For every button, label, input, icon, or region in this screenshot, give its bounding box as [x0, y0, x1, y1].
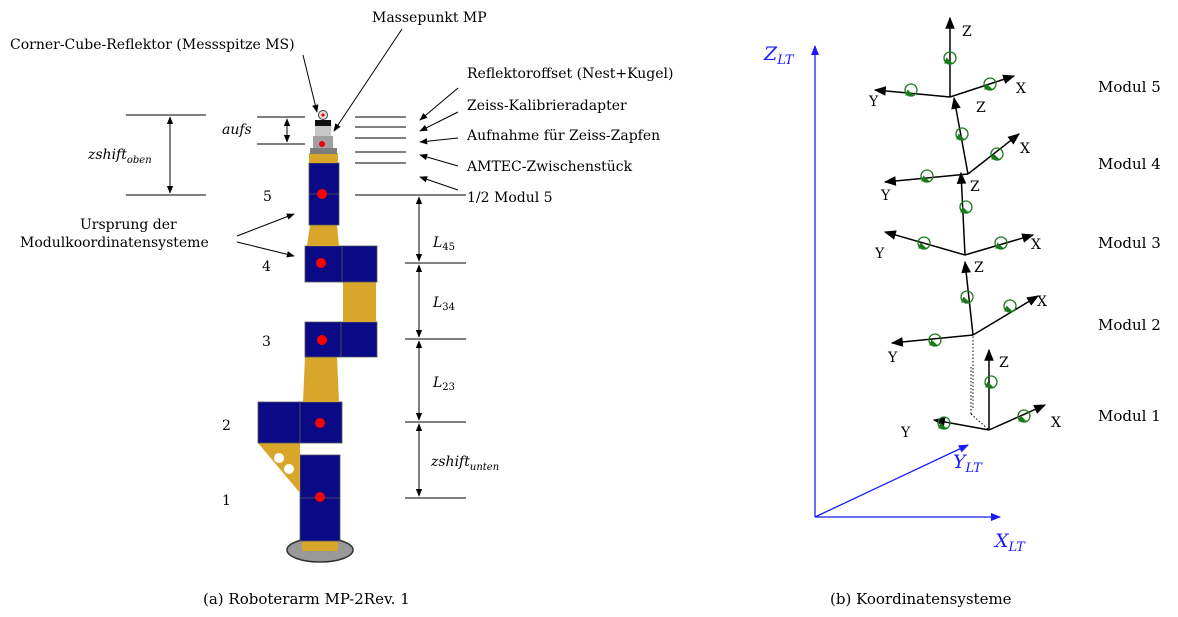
frame2-x: X [1037, 294, 1047, 310]
caption-b: (b) Koordinatensysteme [830, 590, 1012, 608]
connector-4-5 [307, 225, 339, 246]
module-5-origin [317, 189, 327, 199]
dim-l34: L34 [432, 295, 455, 313]
axis-y-lt [814, 444, 969, 518]
modul-label-4: Modul 4 [1098, 155, 1161, 173]
frame2-y: Y [887, 350, 898, 366]
frame3-z: Z [970, 179, 980, 195]
rotation-icon [990, 147, 1004, 161]
rotation-markers [904, 51, 1031, 430]
label-zeiss-kalib: Zeiss-Kalibrieradapter [467, 98, 627, 114]
zeiss-mount [310, 148, 337, 154]
rotation-icon [928, 333, 942, 347]
module-3-origin [317, 335, 327, 345]
base-plate [302, 541, 338, 551]
modul-label-2: Modul 2 [1098, 316, 1161, 334]
frame2-z: Z [974, 260, 984, 276]
frame5-x: X [1016, 81, 1026, 97]
zeiss-upper [315, 126, 331, 136]
label-aufnahme: Aufnahme für Zeiss-Zapfen [466, 128, 660, 144]
module-number-5: 5 [263, 189, 272, 205]
rotation-icon [943, 51, 957, 65]
module-4-side-block [341, 245, 378, 283]
dim-aufs: aufs [222, 122, 252, 138]
frame-modul-2: Z Y X [887, 260, 1047, 366]
rotation-icon [983, 77, 997, 91]
modul-label-5: Modul 5 [1098, 78, 1161, 96]
hole [284, 464, 294, 474]
label-ursprung-2: Modulkoordinatensysteme [20, 235, 209, 251]
module-4-origin [316, 258, 326, 268]
dim-zshift-oben: zshiftoben [87, 147, 152, 166]
label-corner-cube: Corner-Cube-Reflektor (Messspitze MS) [10, 37, 295, 53]
frame3-y: Y [874, 246, 885, 262]
module-1-origin [315, 492, 325, 502]
label-massepunkt: Massepunkt MP [372, 10, 487, 26]
triangle-connector [258, 443, 300, 493]
frame4-x: X [1020, 141, 1030, 157]
frame-modul-1: Z Y X [900, 348, 1061, 441]
frame-modul-3: Z Y X [874, 171, 1041, 262]
rotation-icon [960, 290, 974, 304]
reflector-nest [315, 120, 331, 126]
modul-label-1: Modul 1 [1098, 407, 1161, 425]
label-amtec: AMTEC-Zwischenstück [466, 159, 633, 175]
frame1-y: Y [900, 425, 911, 441]
dim-l45: L45 [432, 235, 455, 253]
rotation-icon [984, 375, 998, 389]
connector-2-3 [303, 357, 339, 402]
module-number-1: 1 [222, 493, 231, 509]
frame4-y: Y [880, 188, 891, 204]
module-number-4: 4 [262, 259, 271, 275]
frame-modul-5: Z Y X [868, 16, 1026, 110]
connector-3-4 [343, 282, 376, 322]
coordinate-systems-diagram: ZLT YLT XLT Z Y X Z Y X [763, 16, 1161, 608]
label-half-modul: 1/2 Modul 5 [467, 190, 553, 206]
frame4-z: Z [976, 100, 986, 116]
module-2-side-block [257, 401, 301, 444]
rotation-icon [1017, 409, 1031, 423]
axis-label-x-lt: XLT [993, 530, 1026, 555]
frame-modul-4: Z Y X [880, 96, 1030, 204]
axis-label-z-lt: ZLT [763, 43, 795, 68]
module-number-3: 3 [262, 334, 271, 350]
rotation-icon [959, 200, 973, 214]
axis-label-y-lt: YLT [953, 451, 983, 476]
robot-arm-diagram: Corner-Cube-Reflektor (Messspitze MS) Ma… [10, 10, 674, 608]
frame1-x: X [1051, 415, 1061, 431]
module-number-2: 2 [222, 418, 231, 434]
hole [274, 453, 284, 463]
dim-zshift-unten: zshiftunten [430, 454, 499, 473]
module-3-side-block [340, 321, 378, 358]
frame3-x: X [1031, 237, 1041, 253]
rotation-icon [994, 236, 1008, 250]
label-ursprung-1: Ursprung der [80, 217, 177, 233]
frame5-z: Z [962, 24, 972, 40]
module-2-origin [315, 418, 325, 428]
label-reflektoroffset: Reflektoroffset (Nest+Kugel) [467, 66, 674, 82]
modul-label-3: Modul 3 [1098, 234, 1161, 252]
caption-a: (a) Roboterarm MP-2Rev. 1 [203, 590, 410, 608]
rotation-icon [937, 416, 951, 430]
frame5-y: Y [868, 94, 879, 110]
dim-l23: L23 [432, 375, 455, 393]
rotation-icon [920, 169, 934, 183]
rotation-icon [917, 236, 931, 250]
frame1-z: Z [999, 355, 1009, 371]
rotation-icon [1003, 299, 1017, 313]
rotation-icon [955, 127, 969, 141]
rotation-icon [904, 83, 918, 97]
amtec-piece [309, 153, 338, 163]
mass-point [319, 141, 325, 147]
